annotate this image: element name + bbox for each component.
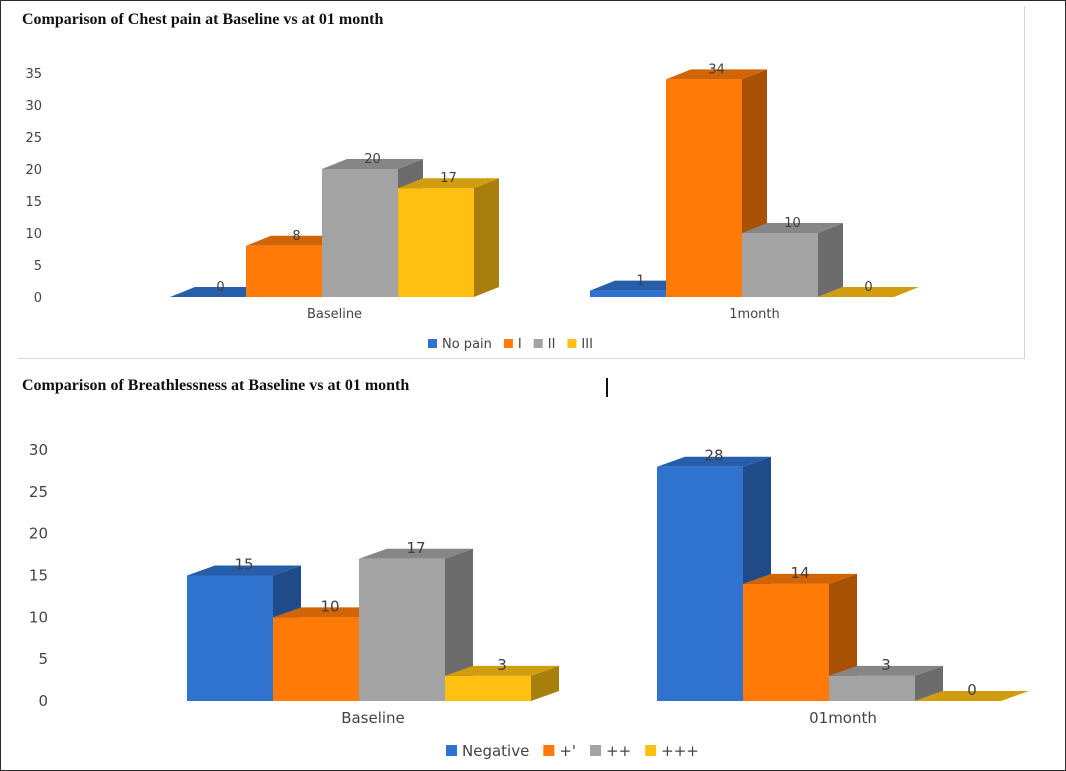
y-tick-label: 0 (34, 291, 42, 306)
data-label: 15 (234, 556, 253, 574)
data-label: 0 (864, 280, 872, 295)
y-tick-label: 10 (29, 608, 48, 626)
y-tick-label: 10 (25, 227, 42, 242)
bar-baseline-plusplusplus-side (531, 665, 559, 701)
bar-baseline-iii-top (398, 178, 499, 189)
y-tick-label: 25 (29, 483, 48, 501)
category-label-baseline: Baseline (307, 307, 362, 322)
legend-swatch-negative (446, 745, 457, 756)
text-cursor (606, 378, 608, 397)
chest-pain-panel-border (18, 6, 1025, 359)
bar-baseline-i-front (246, 245, 322, 297)
y-tick-label: 20 (25, 163, 42, 178)
legend-swatch-iii (567, 339, 577, 348)
bar-01month-plus-front (743, 583, 829, 701)
bar-baseline-no-pain-top (170, 287, 271, 297)
y-tick-label: 5 (38, 650, 48, 668)
bar-1month-iii-top (818, 287, 919, 297)
data-label: 17 (406, 539, 425, 557)
bar-baseline-plusplusplus-top (445, 665, 559, 676)
chest-pain-chart: 0 5 10 15 20 25 30 35 0 8 20 17 Baseline 1 34 10 0 1month… (25, 62, 919, 352)
data-label: 20 (364, 152, 381, 167)
bar-baseline-plusplusplus-front (445, 675, 531, 701)
bar-1month-ii-top (742, 223, 843, 233)
bar-baseline-i-top (246, 235, 347, 246)
legend-swatch-ii (533, 339, 543, 348)
y-tick-label: 15 (25, 195, 42, 210)
bar-1month-i-top (666, 69, 767, 80)
bar-1month-no-pain-top (590, 280, 691, 291)
data-label: 3 (497, 656, 507, 674)
data-label: 34 (708, 62, 725, 77)
bar-baseline-ii-top (322, 159, 423, 169)
bar-01month-negative-front (657, 466, 743, 701)
bar-baseline-negative-front (187, 575, 273, 701)
bar-1month-i-front (666, 79, 742, 298)
legend-swatch-i (503, 339, 513, 348)
data-label: 17 (440, 171, 457, 186)
category-label-1month: 1month (729, 307, 779, 322)
data-label: 0 (967, 681, 977, 699)
legend-label-ii: II (548, 337, 556, 352)
bar-1month-no-pain-front (590, 290, 666, 297)
y-tick-label: 35 (25, 67, 42, 82)
y-tick-label: 30 (25, 99, 42, 114)
legend-label-i: I (518, 337, 522, 352)
bar-1month-ii-front (742, 233, 818, 297)
bar-1month-ii-side (818, 223, 843, 297)
bar-baseline-ii-front (322, 169, 398, 297)
bar-baseline-iii-front (398, 188, 474, 297)
bar-baseline-plus-front (273, 617, 359, 701)
data-label: 0 (216, 280, 224, 295)
y-tick-label: 20 (29, 525, 48, 543)
breathlessness-chart-title: Comparison of Breathlessness at Baseline… (22, 377, 410, 394)
y-tick-label: 15 (29, 567, 48, 585)
bar-01month-negative-top (657, 456, 771, 467)
legend-swatch-plusplus (590, 745, 602, 756)
bar-baseline-plusplus-front (359, 558, 445, 701)
bar-baseline-plusplus-top (359, 548, 473, 559)
chest-pain-chart-title: Comparison of Chest pain at Baseline vs … (22, 11, 384, 28)
y-tick-label: 25 (25, 131, 42, 146)
legend-label-plusplus: ++ (606, 742, 631, 760)
legend-swatch-no-pain (428, 339, 437, 348)
data-label: 10 (320, 597, 339, 615)
data-label: 10 (784, 216, 801, 231)
bar-baseline-negative-top (187, 565, 301, 576)
bar-01month-plusplus-side (915, 665, 943, 701)
bar-01month-plusplusplus-top (915, 691, 1029, 701)
y-tick-label: 30 (29, 441, 48, 459)
data-label: 3 (881, 656, 891, 674)
breathlessness-chart: 0510152025301510173Baseline28143001month… (29, 441, 1029, 760)
legend-label-iii: III (581, 337, 593, 352)
category-label-baseline: Baseline (341, 709, 405, 727)
y-tick-label: 0 (38, 692, 48, 710)
legend-label-plusplusplus: +++ (661, 742, 699, 760)
legend-label-negative: Negative (462, 742, 529, 760)
legend-label-no-pain: No pain (442, 337, 492, 352)
bar-01month-plusplus-top (829, 665, 943, 676)
data-label: 28 (704, 447, 723, 465)
legend-label-plus: +' (559, 742, 576, 760)
data-label: 1 (636, 274, 644, 289)
y-tick-label: 5 (34, 259, 42, 274)
data-label: 14 (790, 564, 809, 582)
bar-baseline-plusplus-side (445, 548, 473, 701)
legend-swatch-plus (543, 745, 555, 756)
bar-01month-plus-top (743, 573, 857, 584)
category-label-01month: 01month (809, 709, 877, 727)
bar-baseline-plus-top (273, 607, 387, 618)
data-label: 8 (292, 229, 300, 244)
bar-01month-plusplus-front (829, 675, 915, 701)
legend-swatch-plusplusplus (645, 745, 657, 756)
bar-baseline-iii-side (474, 178, 499, 297)
